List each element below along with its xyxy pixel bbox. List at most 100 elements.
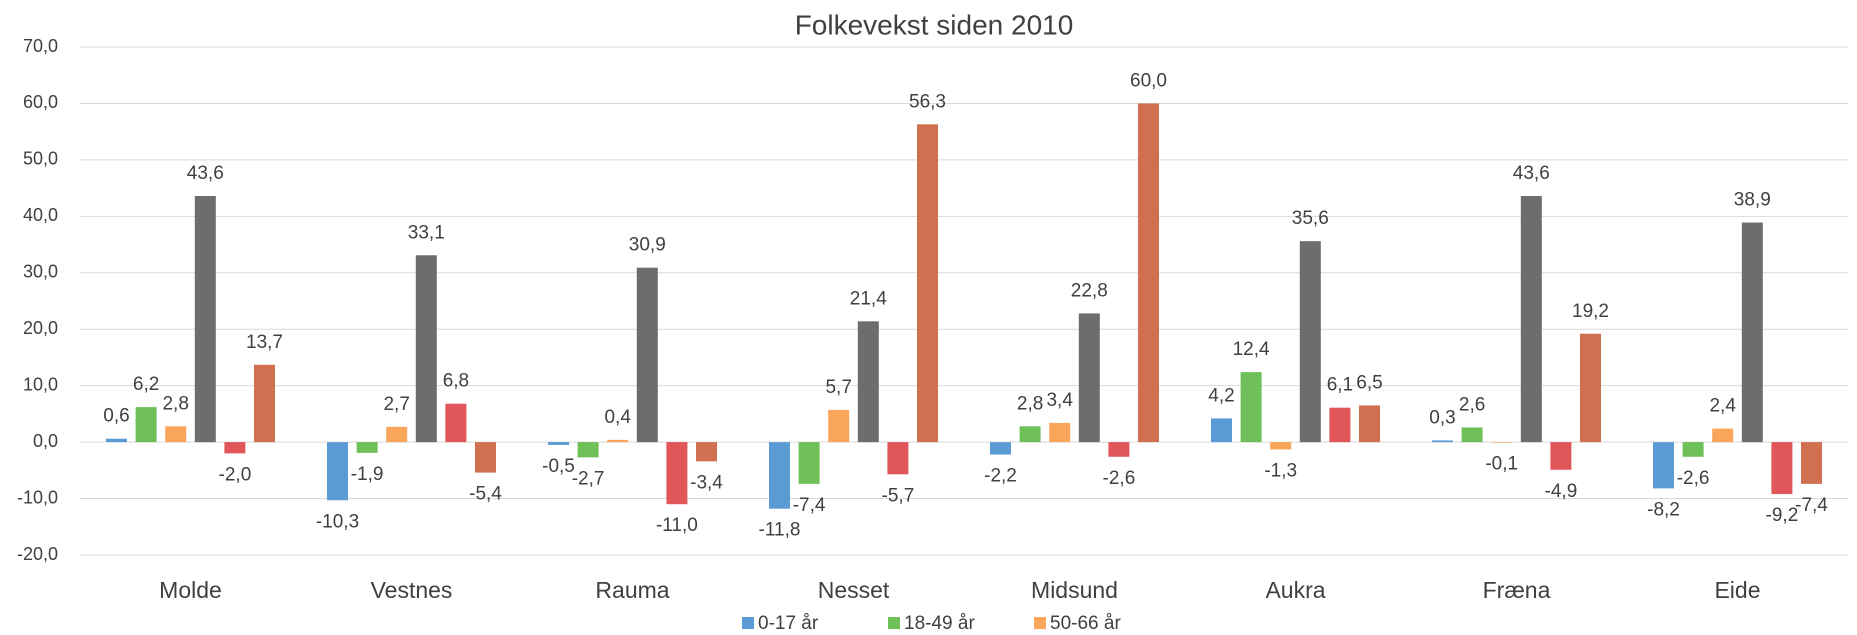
value-label: -0,1 (1485, 454, 1518, 475)
value-label: 2,8 (1017, 393, 1043, 414)
value-label: 21,4 (850, 288, 887, 309)
value-label: -3,4 (690, 472, 723, 493)
value-label: -5,7 (882, 485, 915, 506)
value-label: 13,7 (246, 332, 283, 353)
value-label: 30,9 (629, 235, 666, 256)
bar (1712, 429, 1733, 443)
y-tick-label: -10,0 (17, 487, 58, 507)
value-label: -9,2 (1766, 505, 1799, 526)
bar (1521, 196, 1542, 442)
legend-swatch (888, 617, 900, 629)
value-label: -2,0 (219, 464, 252, 485)
value-label: 22,8 (1071, 280, 1108, 301)
y-tick-label: 30,0 (23, 262, 58, 282)
bar (327, 442, 348, 500)
bar (1079, 313, 1100, 442)
y-tick-label: 50,0 (23, 149, 58, 169)
value-label: 6,8 (443, 371, 469, 392)
bar (799, 442, 820, 484)
value-label: -10,3 (316, 511, 359, 532)
bar (1020, 426, 1041, 442)
value-label: 0,4 (604, 407, 631, 428)
bar (1241, 372, 1262, 442)
bar (224, 442, 245, 453)
value-label: -2,6 (1103, 468, 1136, 489)
legend-label: 50-66 år (1050, 613, 1121, 634)
bar (578, 442, 599, 457)
x-tick-label: Molde (159, 577, 222, 603)
bar (1329, 408, 1350, 442)
legend-swatch (742, 617, 754, 629)
bar (637, 268, 658, 442)
value-label: 38,9 (1734, 190, 1771, 211)
value-label: -7,4 (793, 495, 826, 516)
value-label: -11,8 (759, 520, 801, 541)
x-tick-label: Midsund (1031, 577, 1118, 603)
bar (1462, 427, 1483, 442)
bar (1550, 442, 1571, 470)
value-label: 6,1 (1327, 375, 1353, 396)
bar (1138, 103, 1159, 442)
value-label: -11,0 (656, 515, 698, 536)
bar (858, 321, 879, 442)
value-label: 2,7 (383, 394, 409, 415)
bar (195, 196, 216, 442)
bar (1683, 442, 1704, 457)
value-label: -2,7 (572, 468, 605, 489)
legend-label: 0-17 år (758, 613, 819, 634)
value-label: 43,6 (1513, 163, 1550, 184)
y-tick-label: 60,0 (23, 92, 58, 112)
value-label: 6,2 (133, 374, 159, 395)
value-label: 43,6 (187, 163, 224, 184)
y-tick-label: 10,0 (23, 374, 58, 394)
chart-title: Folkevekst siden 2010 (795, 9, 1074, 40)
value-label: 33,1 (408, 222, 445, 243)
bar (1300, 241, 1321, 442)
value-label: -2,2 (984, 466, 1017, 487)
value-label: 0,3 (1429, 407, 1455, 428)
bar (1801, 442, 1822, 484)
bar (386, 427, 407, 442)
y-tick-label: -20,0 (17, 544, 58, 564)
value-label: -1,9 (351, 464, 384, 485)
y-tick-label: 0,0 (33, 431, 58, 451)
bar (1270, 442, 1291, 449)
y-tick-label: 40,0 (23, 205, 58, 225)
bar (165, 426, 186, 442)
legend-label: 18-49 år (904, 613, 975, 634)
bar (1742, 223, 1763, 443)
legend-swatch (1034, 617, 1046, 629)
bar (769, 442, 790, 509)
value-label: -0,5 (542, 456, 575, 477)
x-tick-label: Vestnes (371, 577, 453, 603)
value-label: -8,2 (1647, 499, 1680, 520)
x-tick-label: Nesset (818, 577, 890, 603)
value-label: 35,6 (1292, 208, 1329, 229)
value-label: 0,6 (103, 406, 129, 427)
bar (990, 442, 1011, 454)
value-label: 56,3 (909, 91, 946, 112)
value-label: 2,8 (162, 393, 188, 414)
value-label: 60,0 (1130, 70, 1167, 91)
bar (416, 255, 437, 442)
bar (887, 442, 908, 474)
value-label: -5,4 (469, 484, 502, 505)
x-tick-label: Rauma (595, 577, 669, 603)
chart: Folkevekst siden 2010 -20,0 -10,0 0,0 10,0 2… (0, 0, 1857, 635)
bar (666, 442, 687, 504)
bar (1108, 442, 1129, 457)
value-label: -1,3 (1264, 460, 1297, 481)
value-label: 12,4 (1233, 339, 1270, 360)
bar (1771, 442, 1792, 494)
bar (1211, 418, 1232, 442)
bar (696, 442, 717, 461)
bar (1432, 440, 1453, 442)
bar (1580, 334, 1601, 442)
bar (475, 442, 496, 472)
value-label: 6,5 (1356, 372, 1382, 393)
x-tick-label: Eide (1714, 577, 1760, 603)
bar (1491, 442, 1512, 443)
value-label: -4,9 (1545, 481, 1578, 502)
value-label: -7,4 (1795, 495, 1828, 516)
value-label: 3,4 (1046, 390, 1073, 411)
